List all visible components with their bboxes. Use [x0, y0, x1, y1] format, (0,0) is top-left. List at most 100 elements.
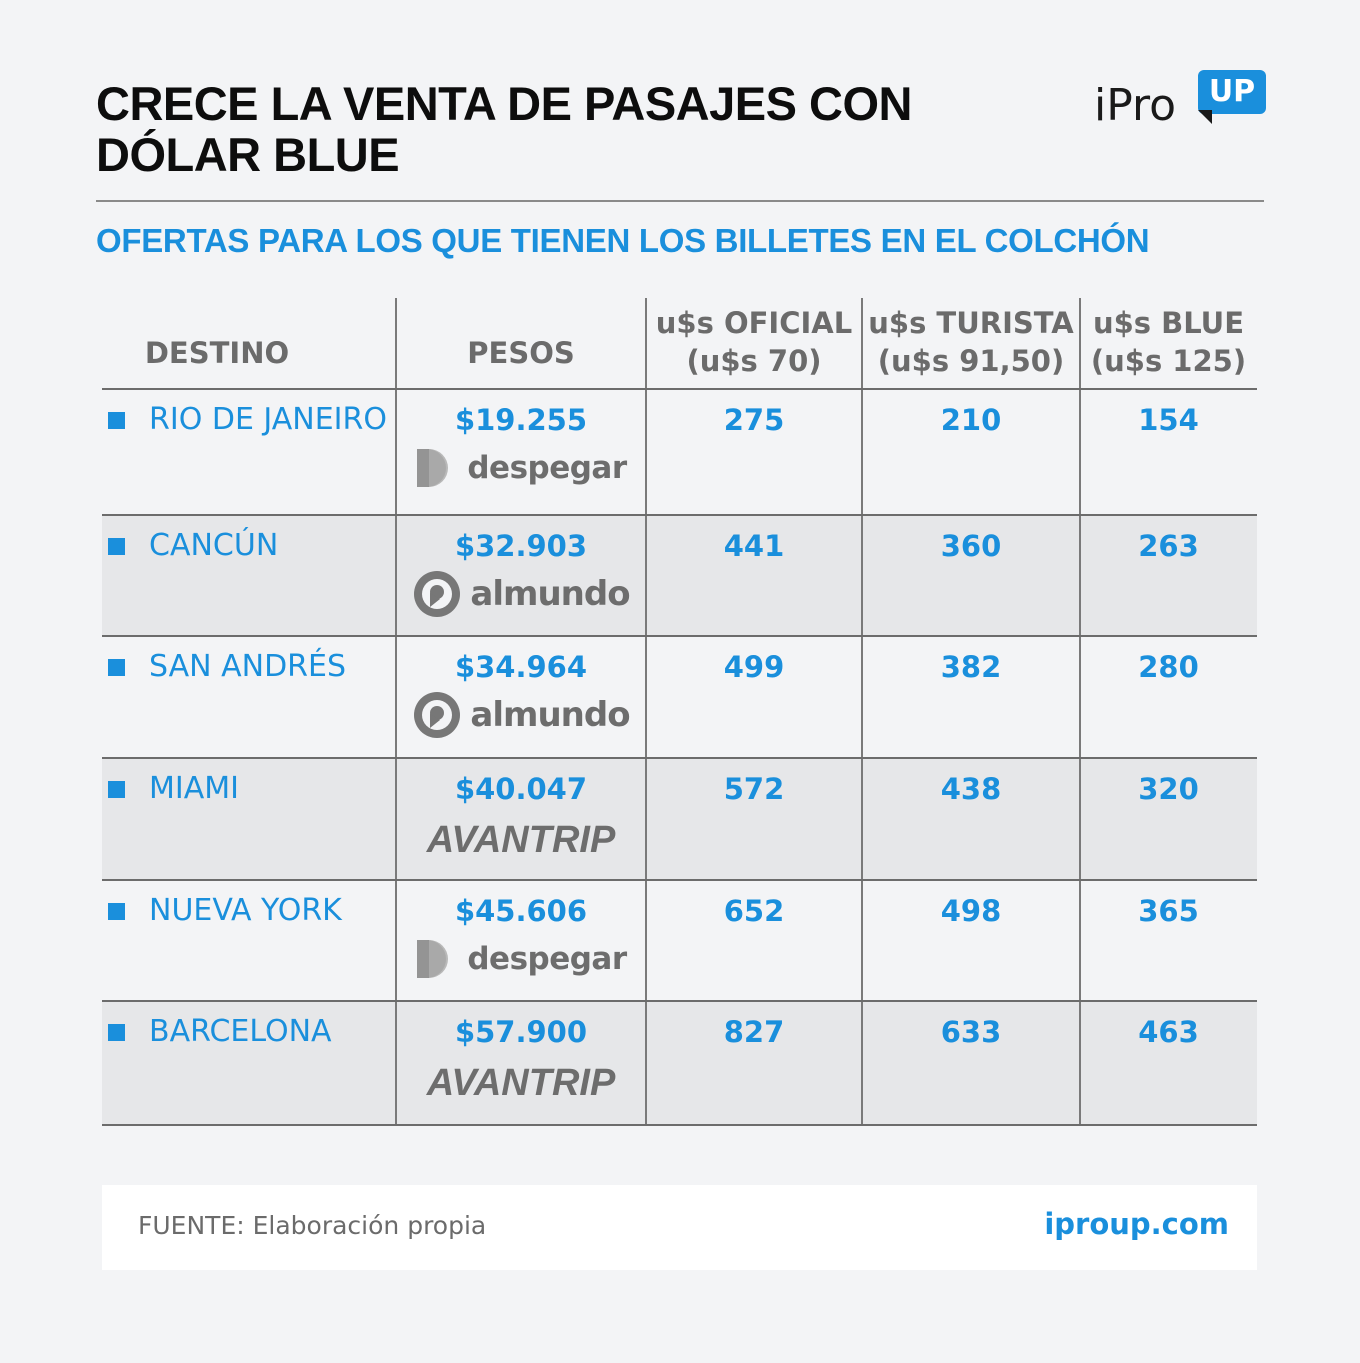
turista-value: 360: [940, 529, 1002, 563]
avantrip-logo: AVANTRIP: [426, 819, 616, 861]
pesos-cell: $57.900 AVANTRIP: [396, 1002, 646, 1124]
column-divider: [395, 759, 397, 879]
bullet-square-icon: [108, 903, 125, 920]
column-divider: [1079, 759, 1081, 879]
turista-value: 438: [940, 772, 1002, 806]
column-divider: [645, 516, 647, 635]
oficial-value: 652: [723, 894, 785, 928]
destino-cell: RIO DE JANEIRO: [102, 390, 396, 514]
pesos-value: $57.900: [454, 1015, 588, 1049]
brand-label: despegar: [467, 450, 627, 486]
agency-brand: despegar: [396, 443, 646, 499]
avantrip-logo: AVANTRIP: [426, 1062, 616, 1104]
turista-value: 633: [940, 1015, 1002, 1049]
destino-cell: MIAMI: [102, 759, 396, 879]
column-divider: [395, 637, 397, 757]
column-divider: [1079, 1002, 1081, 1124]
pesos-cell: $19.255 despegar: [396, 390, 646, 514]
table-header: DESTINO PESOS u$s OFICIAL (u$s 70) u$s T…: [102, 298, 1257, 390]
column-divider: [861, 516, 863, 635]
almundo-mark-icon: [414, 571, 461, 617]
destino-cell: SAN ANDRÉS: [102, 637, 396, 757]
blue-value: 280: [1138, 650, 1199, 684]
column-divider: [1079, 298, 1081, 388]
column-divider: [645, 759, 647, 879]
column-divider: [395, 298, 397, 388]
column-header-label: u$s OFICIAL: [655, 306, 853, 340]
fares-table: DESTINO PESOS u$s OFICIAL (u$s 70) u$s T…: [102, 298, 1257, 1126]
column-divider: [861, 637, 863, 757]
column-divider: [1079, 881, 1081, 1000]
agency-brand: despegar: [396, 934, 646, 990]
source-note: FUENTE: Elaboración propia: [138, 1211, 487, 1240]
column-divider: [1079, 390, 1081, 514]
column-divider: [395, 516, 397, 635]
table-row: MIAMI $40.047 AVANTRIP 572 438 320: [102, 759, 1257, 881]
table-row: RIO DE JANEIRO $19.255 despegar 275 210 154: [102, 390, 1257, 516]
bullet-square-icon: [108, 1024, 125, 1041]
column-header-pesos: PESOS: [396, 298, 646, 388]
bullet-square-icon: [108, 412, 125, 429]
table-row: CANCÚN $32.903 almundo 441 360 263: [102, 516, 1257, 637]
pesos-cell: $32.903 almundo: [396, 516, 646, 635]
agency-brand: AVANTRIP: [396, 1055, 646, 1111]
page-title: CRECE LA VENTA DE PASAJES CON DÓLAR BLUE: [96, 77, 912, 181]
column-header-sublabel: (u$s 125): [1090, 344, 1247, 378]
column-divider: [861, 390, 863, 514]
agency-brand: almundo: [396, 569, 646, 625]
destino-label: RIO DE JANEIRO: [149, 402, 387, 437]
column-divider: [395, 390, 397, 514]
oficial-value: 827: [723, 1015, 785, 1049]
logo-badge-tail: [1198, 110, 1212, 124]
pesos-value: $19.255: [454, 403, 588, 437]
pesos-value: $34.964: [454, 650, 588, 684]
despegar-mark-icon: [417, 940, 449, 978]
bullet-square-icon: [108, 781, 125, 798]
despegar-logo: despegar: [415, 447, 627, 489]
table-row: BARCELONA $57.900 AVANTRIP 827 633 463: [102, 1002, 1257, 1126]
table-row: SAN ANDRÉS $34.964 almundo 499 382 280: [102, 637, 1257, 759]
blue-value: 154: [1138, 403, 1199, 437]
oficial-value: 572: [723, 772, 785, 806]
blue-value: 463: [1138, 1015, 1199, 1049]
column-divider: [861, 1002, 863, 1124]
destino-label: CANCÚN: [149, 528, 279, 563]
table-row: NUEVA YORK $45.606 despegar 652 498 365: [102, 881, 1257, 1002]
logo-badge: UP: [1198, 70, 1266, 114]
pesos-cell: $40.047 AVANTRIP: [396, 759, 646, 879]
almundo-logo: almundo: [412, 690, 631, 740]
column-header-label: u$s TURISTA: [868, 306, 1074, 340]
almundo-mark-icon: [414, 692, 461, 738]
pesos-cell: $45.606 despegar: [396, 881, 646, 1000]
despegar-logo: despegar: [415, 938, 627, 980]
footer: FUENTE: Elaboración propia iproup.com: [102, 1185, 1257, 1270]
destino-cell: NUEVA YORK: [102, 881, 396, 1000]
column-divider: [645, 390, 647, 514]
agency-brand: almundo: [396, 690, 646, 746]
destino-cell: BARCELONA: [102, 1002, 396, 1124]
brand-label: despegar: [467, 941, 627, 977]
oficial-value: 441: [723, 529, 785, 563]
column-divider: [861, 759, 863, 879]
column-header-label: PESOS: [467, 336, 575, 370]
iproup-logo: iPro UP: [1094, 70, 1274, 131]
column-divider: [395, 1002, 397, 1124]
brand-label: almundo: [470, 695, 630, 735]
bullet-square-icon: [108, 659, 125, 676]
brand-label: almundo: [470, 574, 630, 614]
page-subtitle: OFERTAS PARA LOS QUE TIENEN LOS BILLETES…: [96, 222, 1150, 259]
agency-brand: AVANTRIP: [396, 812, 646, 868]
blue-value: 263: [1138, 529, 1199, 563]
oficial-value: 499: [723, 650, 785, 684]
title-divider: [96, 200, 1264, 202]
turista-value: 498: [940, 894, 1002, 928]
pesos-value: $45.606: [454, 894, 588, 928]
column-divider: [645, 298, 647, 388]
site-link[interactable]: iproup.com: [1044, 1207, 1229, 1241]
column-divider: [645, 881, 647, 1000]
column-divider: [395, 881, 397, 1000]
column-header-label: u$s BLUE: [1092, 306, 1245, 340]
column-header-turista: u$s TURISTA (u$s 91,50): [862, 298, 1080, 388]
destino-label: BARCELONA: [149, 1014, 332, 1049]
column-header-sublabel: (u$s 70): [686, 344, 822, 378]
